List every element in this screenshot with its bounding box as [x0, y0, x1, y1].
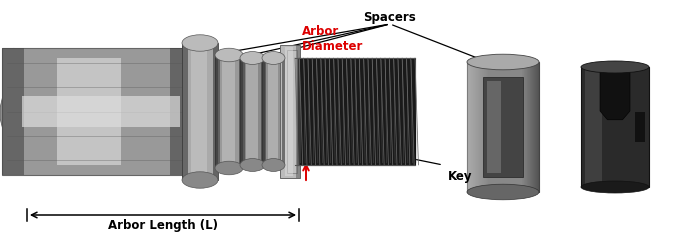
- Bar: [487, 62, 488, 192]
- Ellipse shape: [182, 172, 218, 188]
- Bar: [281, 58, 285, 165]
- Text: Arbor
Diameter: Arbor Diameter: [302, 25, 363, 53]
- Bar: [475, 62, 476, 192]
- Bar: [2, 48, 185, 175]
- Bar: [57, 58, 121, 165]
- Bar: [262, 58, 266, 165]
- Ellipse shape: [467, 54, 539, 70]
- Bar: [215, 55, 243, 168]
- Bar: [483, 62, 484, 192]
- Bar: [222, 57, 235, 166]
- Bar: [537, 62, 538, 192]
- Bar: [477, 62, 478, 192]
- Ellipse shape: [240, 159, 265, 171]
- Bar: [635, 112, 645, 142]
- Bar: [485, 62, 486, 192]
- Ellipse shape: [262, 159, 285, 171]
- Bar: [480, 62, 481, 192]
- Bar: [529, 62, 530, 192]
- Bar: [478, 62, 479, 192]
- Bar: [483, 77, 523, 177]
- Ellipse shape: [240, 52, 265, 64]
- Bar: [470, 62, 471, 192]
- Bar: [280, 45, 300, 178]
- Bar: [585, 67, 602, 187]
- Bar: [468, 62, 469, 192]
- Ellipse shape: [467, 184, 539, 200]
- Bar: [474, 62, 475, 192]
- Bar: [267, 60, 278, 163]
- Bar: [481, 62, 482, 192]
- Text: Key: Key: [448, 170, 473, 183]
- Bar: [240, 58, 265, 165]
- Bar: [522, 62, 523, 192]
- Bar: [240, 58, 245, 165]
- Bar: [2, 48, 24, 175]
- Ellipse shape: [581, 181, 649, 193]
- Polygon shape: [600, 69, 630, 120]
- Bar: [482, 62, 483, 192]
- Polygon shape: [0, 48, 14, 175]
- Bar: [531, 62, 532, 192]
- Bar: [523, 62, 524, 192]
- Ellipse shape: [182, 35, 218, 51]
- Bar: [527, 62, 528, 192]
- Bar: [535, 62, 536, 192]
- Bar: [533, 62, 534, 192]
- Bar: [487, 81, 501, 173]
- Bar: [213, 43, 218, 180]
- Bar: [526, 62, 527, 192]
- Bar: [538, 62, 539, 192]
- Ellipse shape: [215, 48, 243, 62]
- Text: Spacers: Spacers: [364, 11, 416, 24]
- Ellipse shape: [215, 161, 243, 175]
- Bar: [472, 62, 473, 192]
- Bar: [215, 55, 220, 168]
- Bar: [182, 43, 218, 180]
- Bar: [530, 62, 531, 192]
- Bar: [261, 58, 265, 165]
- Bar: [295, 58, 415, 165]
- Bar: [476, 62, 477, 192]
- Bar: [182, 43, 188, 180]
- Bar: [170, 48, 185, 175]
- Bar: [532, 62, 533, 192]
- Bar: [287, 50, 297, 173]
- Bar: [262, 58, 285, 165]
- Bar: [469, 62, 470, 192]
- Bar: [191, 45, 207, 178]
- Bar: [479, 62, 480, 192]
- Bar: [22, 96, 180, 127]
- Bar: [534, 62, 535, 192]
- Bar: [467, 62, 539, 192]
- Bar: [467, 62, 468, 192]
- Text: Arbor Length (L): Arbor Length (L): [108, 219, 218, 232]
- Bar: [473, 62, 474, 192]
- Bar: [486, 62, 487, 192]
- Bar: [536, 62, 537, 192]
- Bar: [246, 60, 258, 163]
- Bar: [296, 45, 300, 178]
- Ellipse shape: [581, 61, 649, 73]
- Bar: [285, 47, 293, 176]
- Bar: [528, 62, 529, 192]
- Bar: [239, 55, 243, 168]
- Bar: [525, 62, 526, 192]
- Bar: [484, 62, 485, 192]
- Bar: [524, 62, 525, 192]
- Ellipse shape: [262, 52, 285, 64]
- Bar: [581, 67, 649, 187]
- Bar: [471, 62, 472, 192]
